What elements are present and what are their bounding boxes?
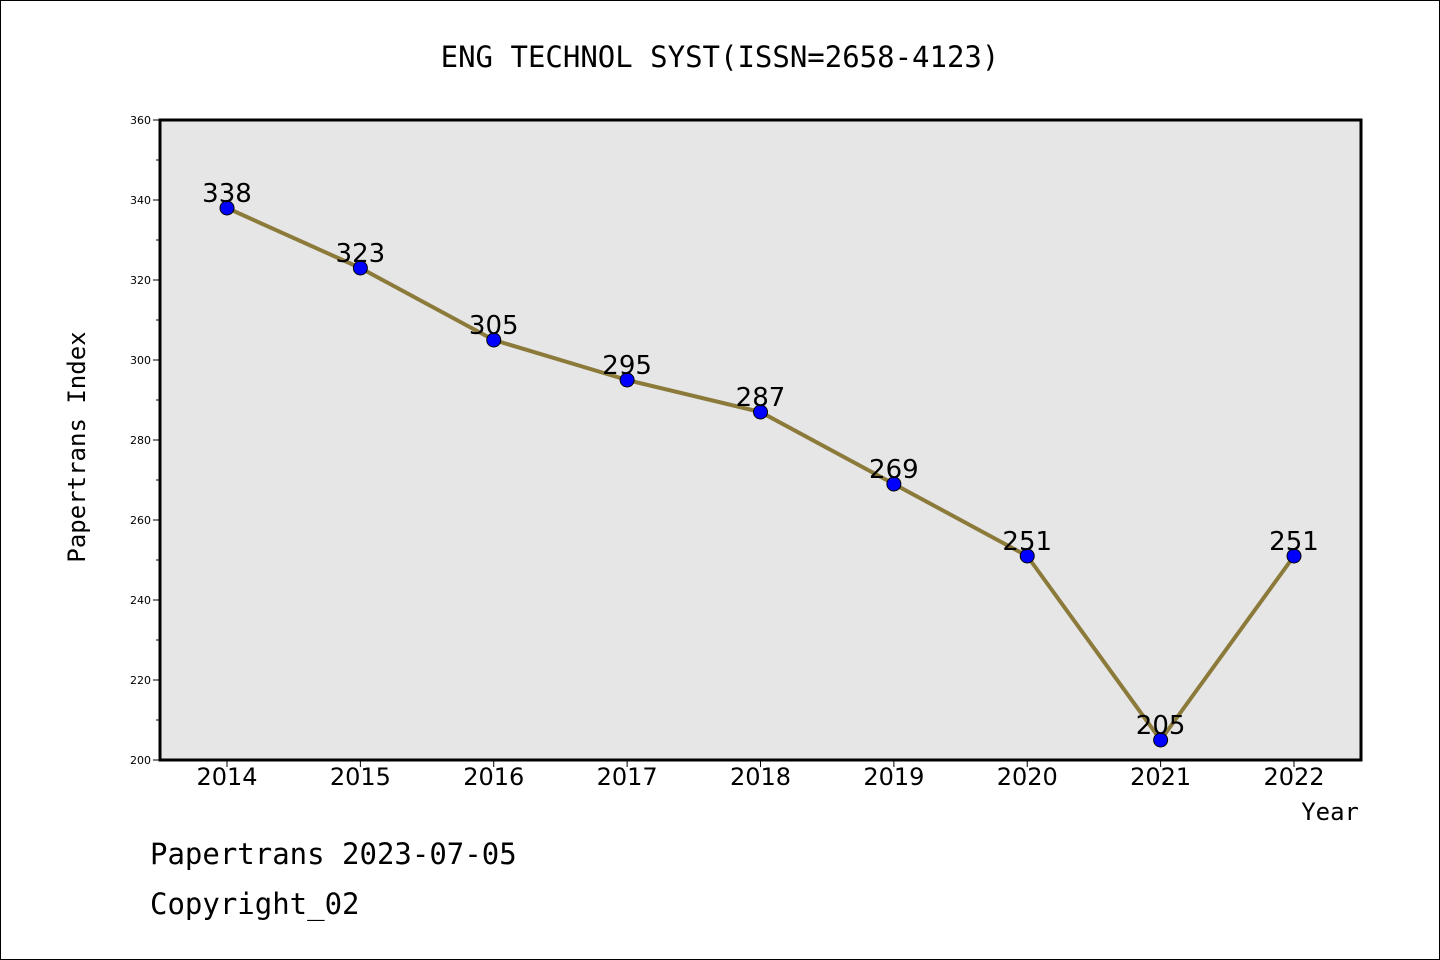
data-point <box>352 260 368 276</box>
data-label: 205 <box>1136 711 1186 741</box>
y-tick-label: 360 <box>130 114 151 127</box>
y-tick-label: 340 <box>130 194 151 207</box>
y-tick-label: 220 <box>130 674 151 687</box>
x-axis: 2014 2015 2016 2017 2018 2019 2020 2021 2022 <box>196 760 1325 791</box>
data-label: 287 <box>736 383 786 413</box>
data-point <box>1153 732 1169 748</box>
data-point <box>219 200 235 216</box>
y-tick-label: 240 <box>130 594 151 607</box>
data-label: 251 <box>1002 527 1052 557</box>
y-tick-label: 280 <box>130 434 151 447</box>
data-label: 295 <box>602 351 652 381</box>
chart-title: ENG TECHNOL SYST(ISSN=2658-4123) <box>441 40 1000 74</box>
x-tick-label: 2022 <box>1263 763 1324 791</box>
series-group <box>219 200 1302 748</box>
x-axis-title: Year <box>1301 798 1359 826</box>
data-point <box>886 476 902 492</box>
data-label: 323 <box>336 239 386 269</box>
x-tick-label: 2018 <box>730 763 791 791</box>
data-label: 305 <box>469 311 519 341</box>
x-tick-label: 2015 <box>330 763 391 791</box>
data-point <box>1286 548 1302 564</box>
x-tick-label: 2020 <box>997 763 1058 791</box>
plot-border <box>158 118 1363 762</box>
x-tick-label: 2017 <box>597 763 658 791</box>
y-tick-label: 320 <box>130 274 151 287</box>
y-tick-label: 200 <box>130 754 151 767</box>
y-tick-label: 300 <box>130 354 151 367</box>
y-tick-label: 260 <box>130 514 151 527</box>
x-tick-label: 2014 <box>196 763 257 791</box>
y-axis: 200 220 240 260 280 300 320 340 360 <box>130 114 160 767</box>
x-tick-label: 2016 <box>463 763 524 791</box>
data-point <box>486 332 502 348</box>
footer-copyright: Copyright_02 <box>150 887 360 922</box>
data-labels-group: 338 323 305 295 287 269 251 205 251 <box>202 179 1319 741</box>
data-label: 269 <box>869 455 919 485</box>
footer-source: Papertrans 2023-07-05 <box>150 837 517 871</box>
x-tick-label: 2021 <box>1130 763 1191 791</box>
data-label: 251 <box>1269 527 1319 557</box>
data-point <box>1019 548 1035 564</box>
data-point <box>619 372 635 388</box>
plot-area <box>160 120 1361 760</box>
x-tick-label: 2019 <box>863 763 924 791</box>
data-point <box>753 404 768 420</box>
y-axis-title: Papertrans Index <box>63 331 91 562</box>
data-label: 338 <box>202 179 252 209</box>
